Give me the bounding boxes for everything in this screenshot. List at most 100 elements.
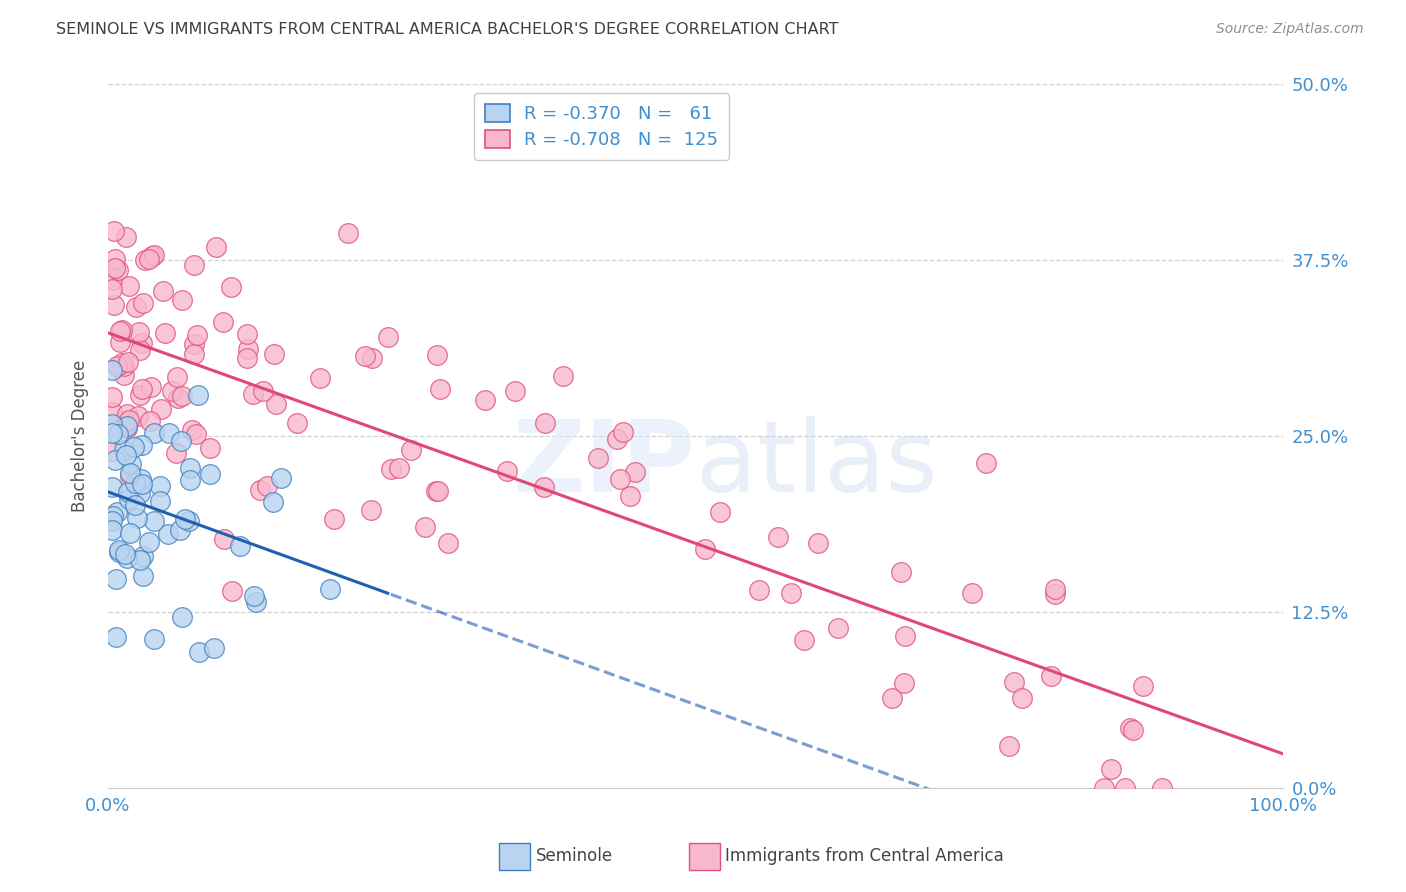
Point	[204, 641, 226, 656]
Point	[169, 523, 191, 537]
Point	[1114, 781, 1136, 796]
Point	[115, 550, 138, 565]
Point	[623, 465, 645, 479]
Point	[117, 492, 139, 507]
Point	[1040, 669, 1063, 683]
Point	[117, 484, 139, 499]
Point	[1152, 781, 1174, 796]
Point	[127, 478, 149, 492]
Point	[117, 354, 139, 368]
Point	[152, 284, 174, 298]
Point	[131, 335, 153, 350]
Point	[262, 494, 284, 508]
Point	[115, 448, 138, 462]
Point	[229, 539, 252, 553]
Point	[221, 583, 243, 598]
Point	[187, 388, 209, 402]
Point	[129, 486, 152, 500]
Point	[129, 388, 152, 402]
Point	[100, 479, 122, 493]
Point	[242, 386, 264, 401]
Point	[122, 440, 145, 454]
Point	[172, 389, 194, 403]
Point	[612, 425, 634, 440]
Point	[115, 421, 138, 435]
Point	[890, 565, 912, 579]
Text: Source: ZipAtlas.com: Source: ZipAtlas.com	[1216, 22, 1364, 37]
Point	[360, 503, 382, 517]
Point	[1043, 582, 1066, 597]
Point	[827, 621, 849, 635]
Point	[132, 296, 155, 310]
Point	[1099, 762, 1122, 776]
Point	[138, 535, 160, 549]
Point	[360, 351, 382, 365]
Point	[131, 382, 153, 396]
Point	[183, 337, 205, 351]
Point	[205, 240, 228, 254]
Point	[256, 479, 278, 493]
Point	[1011, 690, 1033, 705]
Point	[118, 525, 141, 540]
Point	[588, 451, 610, 466]
Text: atlas: atlas	[696, 416, 938, 513]
Point	[100, 514, 122, 528]
Point	[426, 348, 449, 362]
Point	[101, 417, 124, 431]
Point	[129, 472, 152, 486]
Point	[243, 589, 266, 603]
Point	[105, 506, 128, 520]
Point	[322, 512, 344, 526]
Point	[974, 456, 997, 470]
Point	[413, 520, 436, 534]
Point	[793, 632, 815, 647]
Point	[131, 476, 153, 491]
Point	[105, 630, 128, 644]
Point	[157, 526, 180, 541]
Point	[263, 346, 285, 360]
Point	[124, 475, 146, 490]
Point	[129, 553, 152, 567]
Point	[709, 505, 731, 519]
Point	[104, 453, 127, 467]
Point	[120, 469, 142, 483]
Point	[167, 391, 190, 405]
Point	[198, 467, 221, 481]
Point	[1122, 723, 1144, 737]
Point	[252, 384, 274, 399]
Point	[108, 544, 131, 558]
Point	[114, 548, 136, 562]
Point	[285, 416, 308, 430]
Point	[177, 514, 200, 528]
Point	[100, 390, 122, 404]
Point	[139, 380, 162, 394]
Point	[117, 419, 139, 434]
Point	[149, 479, 172, 493]
Point	[101, 363, 124, 377]
Point	[115, 415, 138, 429]
Point	[184, 426, 207, 441]
Point	[108, 324, 131, 338]
Point	[128, 325, 150, 339]
Point	[219, 279, 242, 293]
Point	[103, 224, 125, 238]
Point	[100, 425, 122, 440]
Point	[157, 425, 180, 440]
Point	[124, 498, 146, 512]
Point	[429, 382, 451, 396]
Point	[108, 542, 131, 557]
Point	[198, 441, 221, 455]
Point	[131, 569, 153, 583]
Point	[107, 263, 129, 277]
Text: Immigrants from Central America: Immigrants from Central America	[725, 847, 1004, 865]
Point	[1002, 674, 1025, 689]
Point	[125, 511, 148, 525]
Point	[496, 464, 519, 478]
Point	[112, 368, 135, 382]
Point	[134, 252, 156, 267]
Point	[125, 300, 148, 314]
Point	[170, 293, 193, 308]
Point	[138, 252, 160, 267]
Point	[270, 470, 292, 484]
Point	[111, 356, 134, 370]
